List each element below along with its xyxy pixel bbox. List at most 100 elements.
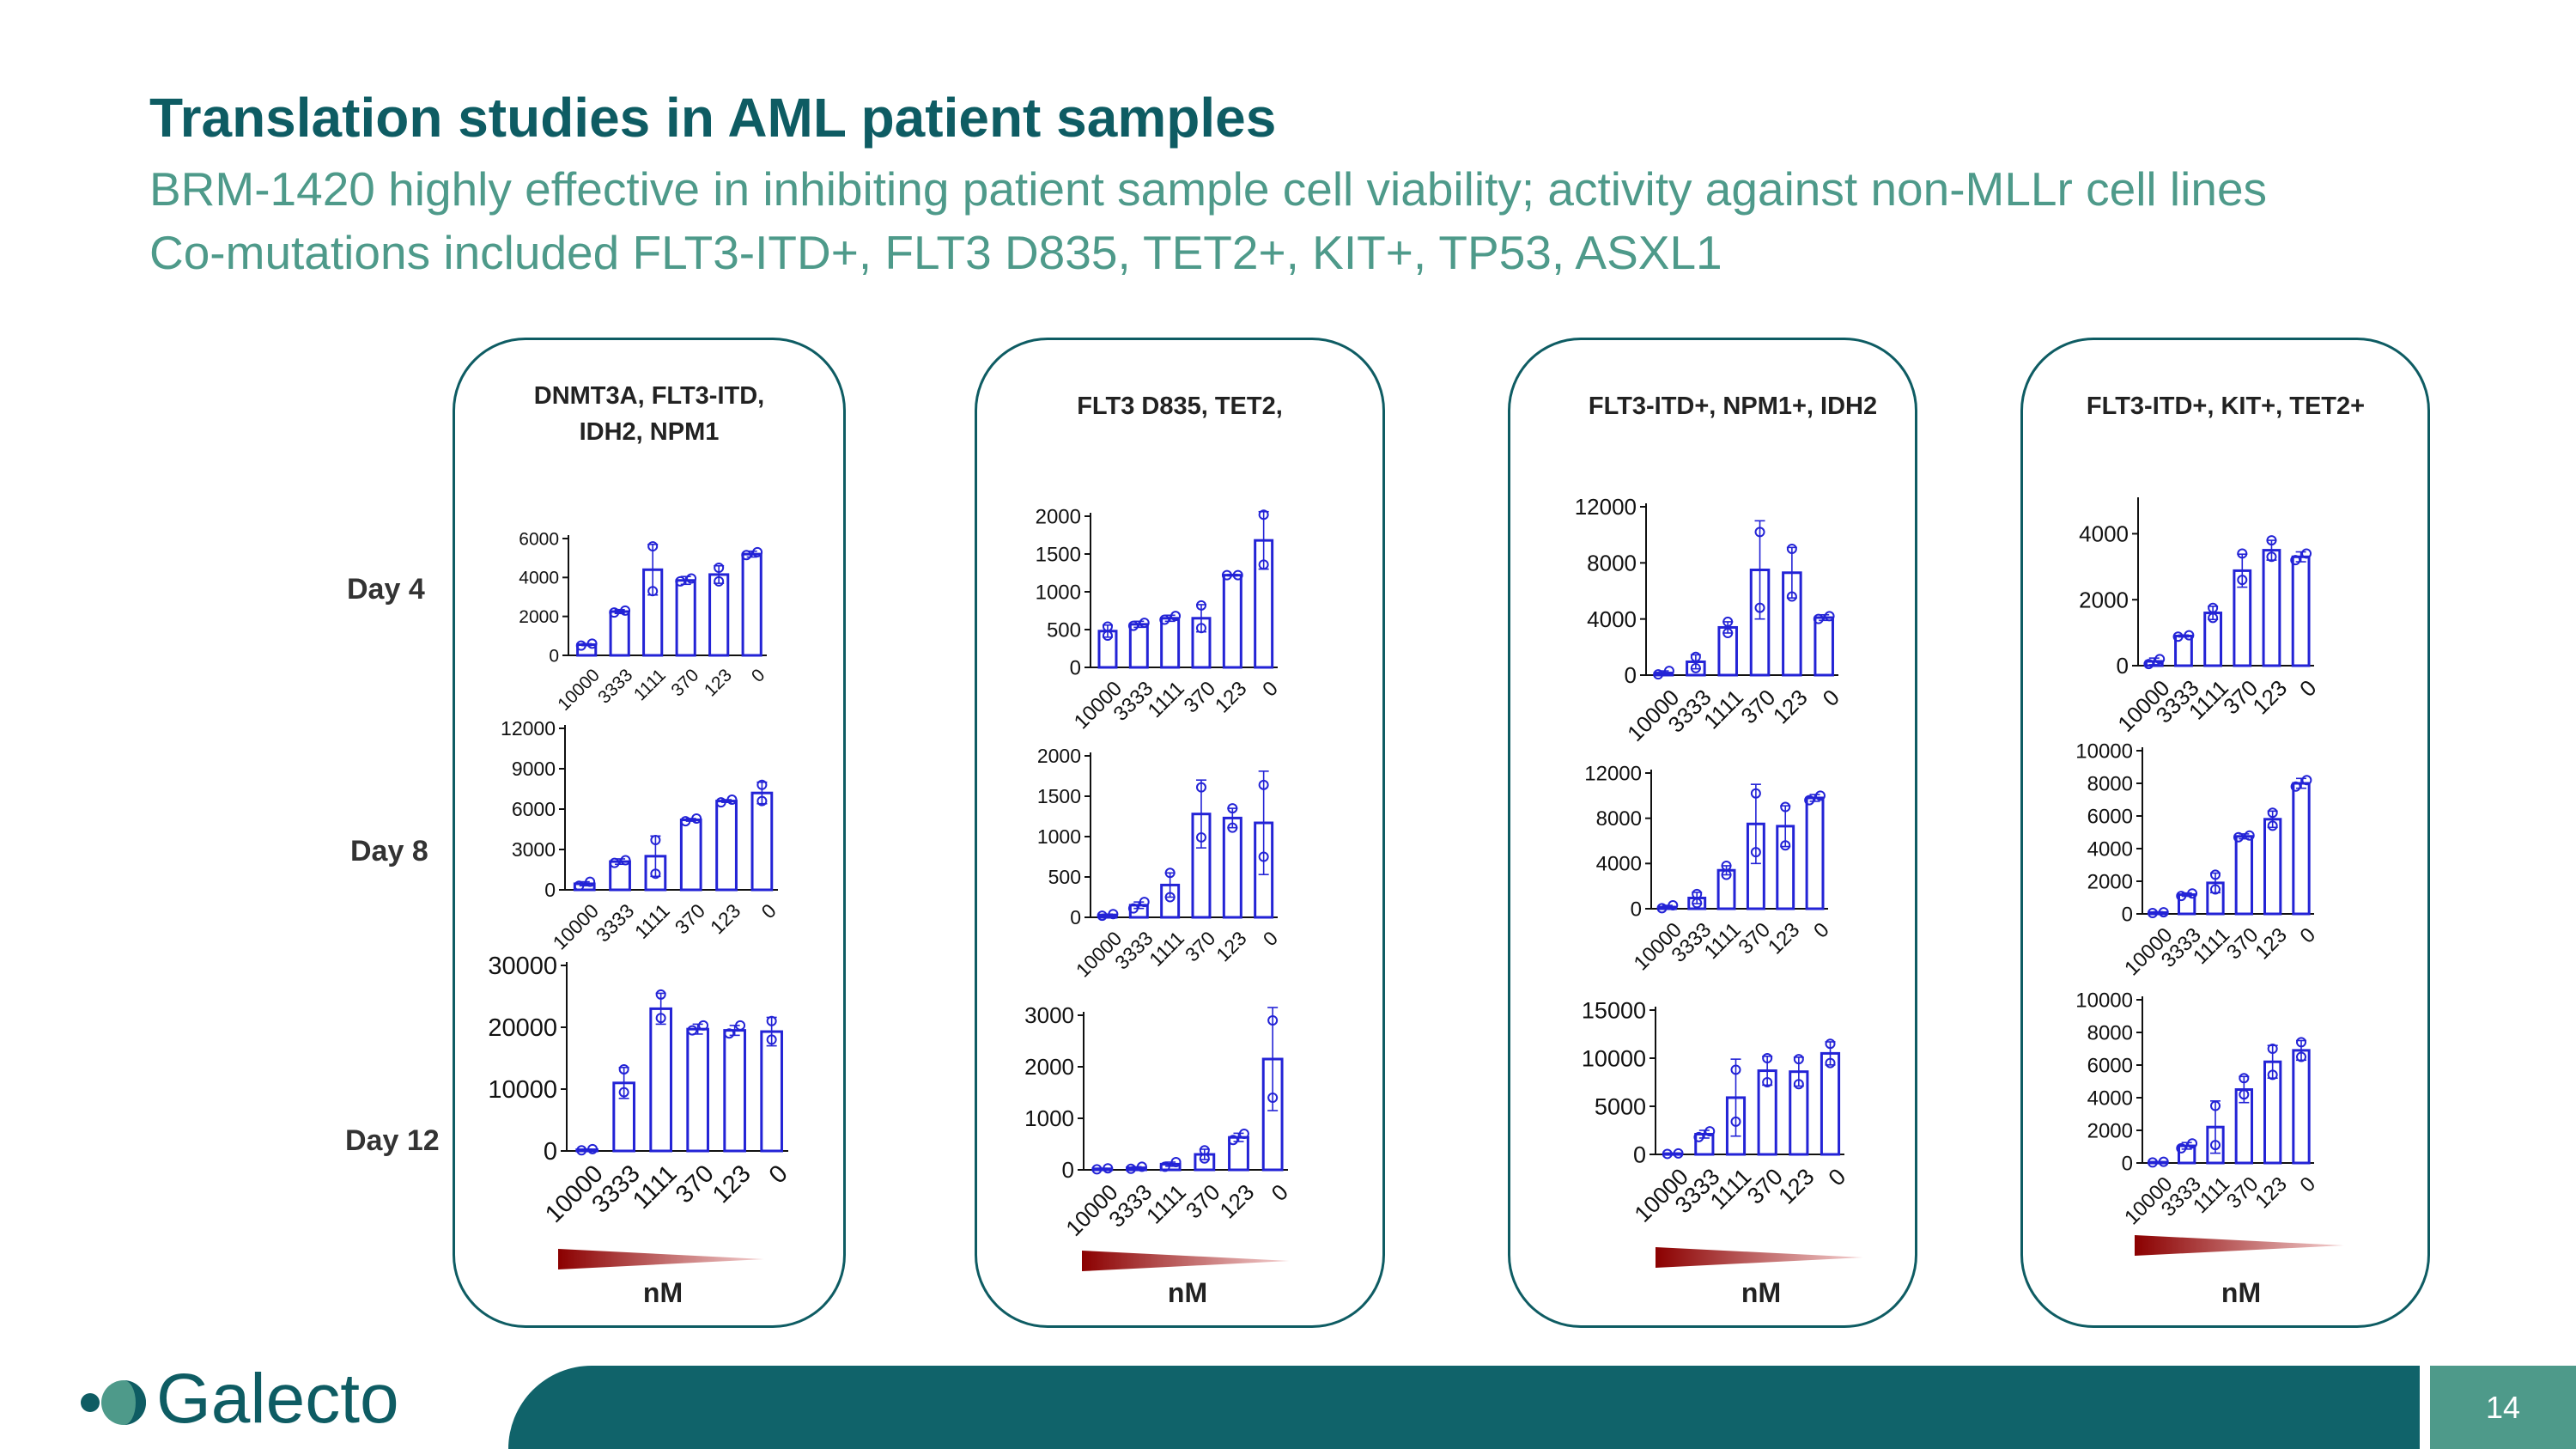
bar [1222,816,1242,919]
page-number: 14 [2485,1390,2521,1425]
x-tick-label: 10000 [554,665,604,715]
y-tick-label: 2000 [2079,587,2129,612]
data-point [1258,509,1269,521]
data-point [714,563,725,573]
data-point [620,605,631,616]
x-tick-label: 0 [2296,1172,2321,1197]
y-tick-label: 0 [2122,903,2133,926]
bar-chart-day-12: 0200040006000800010000100003333111137012… [2075,989,2320,1229]
y-tick-label: 1000 [1037,825,1081,848]
data-point [647,586,659,597]
data-point [1663,666,1674,677]
bar [2292,782,2311,916]
y-tick-label: 8000 [2087,772,2133,795]
bar [1160,617,1181,669]
data-point [1164,868,1176,879]
bar [675,579,696,657]
x-tick-label: 370 [667,665,702,700]
data-point [2210,869,2221,880]
data-point [647,541,659,552]
y-tick-label: 4000 [1587,606,1637,632]
y-tick-label: 0 [549,646,559,666]
data-point [2301,548,2312,559]
y-tick-label: 3000 [1024,1002,1074,1028]
bar [1222,574,1242,669]
data-point [756,779,768,790]
y-tick-label: 2000 [519,607,559,627]
y-tick-label: 2000 [1036,505,1081,528]
y-tick-label: 0 [1625,662,1637,688]
data-point [650,835,661,846]
y-tick-label: 12000 [501,717,556,740]
dose-gradient-triangle [558,1249,764,1269]
panel-title: FLT3-ITD+, NPM1+, IDH2 [1589,393,1877,420]
data-point [2237,548,2248,559]
x-tick-label: 0 [756,899,780,922]
data-point [587,1143,598,1154]
data-point [2267,820,2278,831]
data-point [2147,1157,2158,1168]
page-title: Translation studies in AML patient sampl… [149,87,1277,149]
bar [760,1030,783,1153]
x-tick-label: 0 [748,665,769,686]
bar [2292,1049,2311,1165]
unit-label: nM [1741,1277,1781,1308]
data-point [1804,795,1815,806]
data-point [752,546,763,557]
panel-4 [2020,338,2430,1328]
x-tick-label: 123 [1768,685,1813,729]
bar [686,1027,709,1153]
x-tick-label: 0 [1809,918,1834,943]
y-tick-label: 8000 [1596,807,1642,831]
data-point [1091,1164,1103,1175]
y-tick-label: 0 [544,1138,557,1166]
data-point [1195,600,1206,611]
data-point [2154,654,2166,665]
day-8-label: Day 8 [350,835,428,868]
footer-band [508,1366,2420,1449]
data-point [2176,891,2187,902]
y-tick-label: 1000 [1036,581,1081,604]
data-point [618,1087,629,1098]
data-point [1170,1157,1182,1167]
y-tick-label: 0 [544,879,556,901]
bar [741,552,762,657]
x-tick-label: 123 [1774,1164,1820,1209]
unit-label: nM [2221,1277,2261,1308]
x-tick-label: 0 [1818,685,1844,711]
data-point [2296,1037,2306,1048]
data-point [1750,847,1761,858]
bar [1717,625,1738,677]
panel-title: FLT3 D835, TET2, [1077,393,1283,420]
bar [2203,612,2223,667]
data-point [1258,559,1269,570]
y-tick-label: 10000 [2075,989,2133,1012]
x-tick-label: 0 [2296,923,2321,948]
chart-panel-1: DNMT3A, FLT3-ITD, IDH2, NPM1 0 2000 4000 6000… [488,382,793,1308]
x-tick-label: 3333 [592,899,639,947]
x-tick-label: 0 [1259,927,1282,950]
data-point [1780,801,1791,813]
y-tick-label: 3000 [512,838,556,861]
x-tick-label: 123 [701,665,736,700]
galecto-logo-icon [81,1380,146,1425]
bar [1805,796,1825,910]
x-tick-label: 370 [1181,927,1220,966]
data-point [1139,897,1150,908]
page-number-box: 14 [2430,1366,2576,1449]
y-tick-label: 1500 [1037,785,1081,807]
data-point [2266,535,2277,546]
data-point [1199,1145,1210,1156]
x-tick-label: 3333 [594,665,636,707]
data-point [1102,621,1113,632]
data-point [574,880,585,892]
data-point [609,857,620,868]
data-point [2237,575,2248,586]
y-tick-label: 0 [1631,898,1642,921]
galecto-logo-text: Galecto [156,1360,399,1438]
